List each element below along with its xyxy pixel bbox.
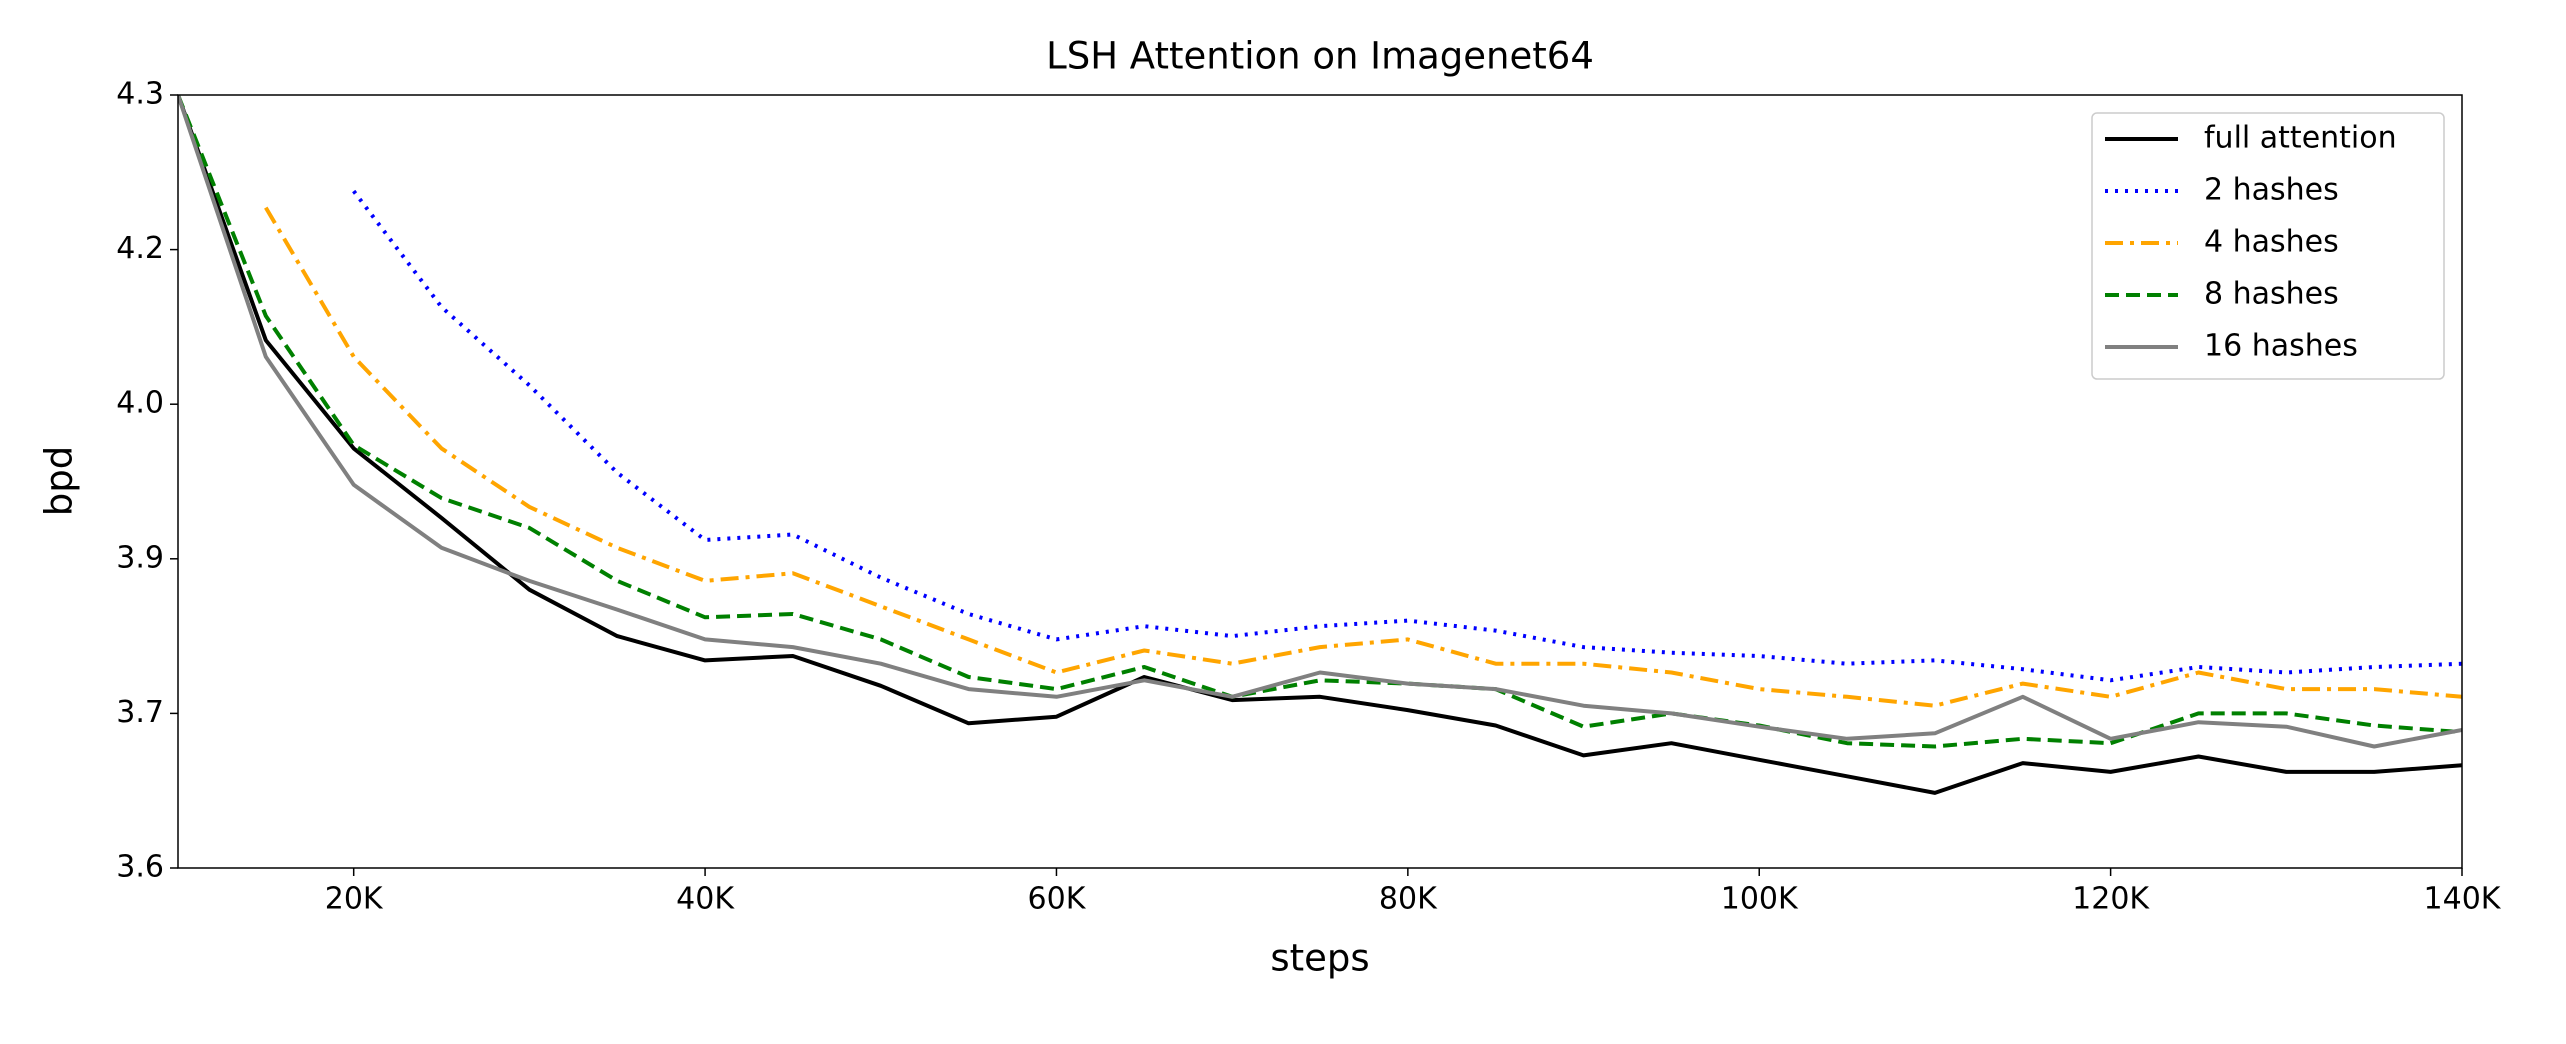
legend-box xyxy=(2091,112,2445,380)
legend: full attention 2 hashes 4 hashes 8 hashes 16… xyxy=(2091,112,2445,380)
y-tick-label: 3.6 xyxy=(116,850,164,885)
x-tick-label: 20K xyxy=(325,882,384,917)
x-axis-label: steps xyxy=(1270,937,1369,980)
legend-label: full attention xyxy=(2204,121,2397,156)
plot-frame xyxy=(177,94,2463,869)
legend-label: 16 hashes xyxy=(2204,329,2358,364)
x-tick-label: 140K xyxy=(2424,882,2502,917)
x-tick-label: 120K xyxy=(2072,882,2150,917)
series-line xyxy=(264,206,2462,708)
x-tick-label: 40K xyxy=(676,882,735,917)
series-line xyxy=(178,95,2462,749)
x-tick-label: 100K xyxy=(1721,882,1799,917)
y-tick-label: 3.9 xyxy=(116,540,164,575)
y-tick-label: 4.3 xyxy=(116,77,164,112)
series-line xyxy=(352,189,2462,683)
series-line xyxy=(178,95,2462,749)
y-tick-label: 4.0 xyxy=(116,386,164,421)
x-tick-label: 80K xyxy=(1379,882,1438,917)
x-tick-label: 60K xyxy=(1028,882,1087,917)
y-axis-label: bpd xyxy=(38,446,81,516)
y-tick-label: 3.7 xyxy=(116,695,164,730)
series-line xyxy=(178,95,2462,795)
legend-label: 8 hashes xyxy=(2204,277,2339,312)
legend-label: 4 hashes xyxy=(2204,225,2339,260)
y-tick-label: 4.2 xyxy=(116,231,164,266)
chart-title: LSH Attention on Imagenet64 xyxy=(1046,35,1594,78)
legend-label: 2 hashes xyxy=(2204,173,2339,208)
